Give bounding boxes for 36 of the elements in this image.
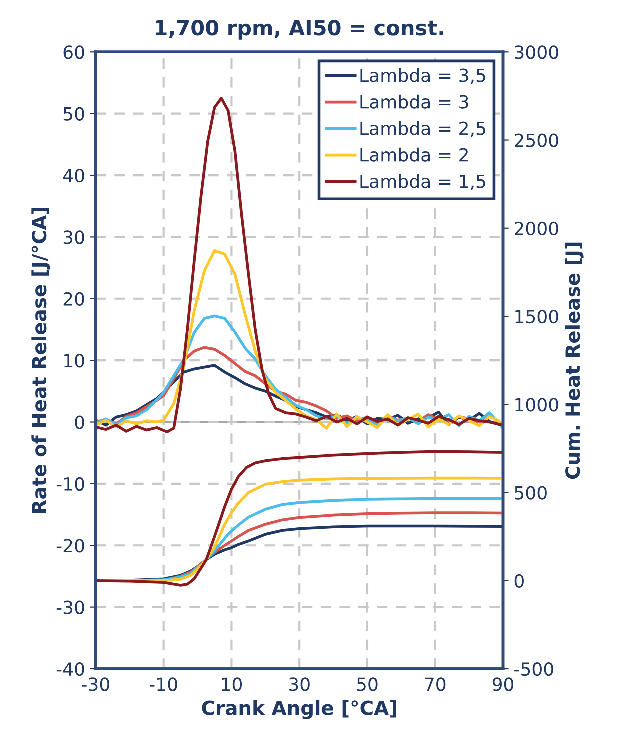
y-tick-label: 40	[63, 168, 84, 183]
legend-label: Lambda = 3,5	[360, 68, 486, 84]
y2-tick-label: 0	[514, 574, 524, 588]
y-tick-label: 10	[64, 354, 84, 368]
y-tick-label: 60	[64, 46, 84, 60]
legend-label: Lambda = 2	[360, 148, 468, 162]
x-tick-label: 90	[492, 678, 514, 692]
chart-title: 1,700 rpm, AI50 = const.	[156, 20, 444, 40]
y-tick-label: 30	[64, 230, 84, 244]
y2-tick-label: 500	[515, 486, 547, 500]
y-tick-label: 50	[64, 107, 84, 121]
x-tick-label: 30	[289, 678, 310, 692]
y2-tick-label: 1000	[516, 398, 558, 412]
y-axis-title: Rate of Heat Release [J/°CA]	[32, 208, 50, 513]
y-tick-label: -20	[56, 539, 84, 553]
x-tick-label: 50	[357, 678, 378, 692]
x-tick-label: 10	[222, 678, 242, 692]
line-series	[96, 450, 504, 587]
y-tick-label: 20	[64, 292, 84, 306]
y-tick-label: -40	[56, 662, 84, 676]
y2-tick-label: 3000	[515, 46, 558, 60]
y2-axis-title: Cum. Heat Release [J]	[565, 242, 584, 480]
y2-tick-label: 2500	[514, 134, 558, 148]
y2-tick-label: 2000	[514, 222, 558, 236]
legend-label: Lambda = 1,5	[360, 174, 486, 190]
x-tick-label: 70	[425, 678, 446, 692]
legend-label: Lambda = 2,5	[360, 121, 486, 138]
y2-tick-label: 1500	[516, 310, 558, 324]
y-tick-label: -10	[56, 477, 84, 492]
x-tick-label: -10	[150, 678, 178, 692]
x-tick-label: -30	[82, 678, 110, 692]
y-tick-label: 0	[75, 416, 84, 430]
legend-label: Lambda = 3	[360, 94, 468, 109]
x-axis-title: Crank Angle [°CA]	[202, 700, 396, 720]
y2-tick-label: -500	[514, 662, 554, 676]
y-tick-label: -30	[56, 600, 84, 614]
